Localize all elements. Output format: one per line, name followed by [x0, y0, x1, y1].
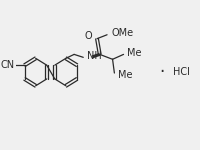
Text: Me: Me: [127, 48, 142, 58]
Text: O: O: [85, 31, 93, 41]
Text: ·: ·: [159, 63, 165, 81]
Text: OMe: OMe: [112, 28, 134, 38]
Text: NH: NH: [87, 51, 102, 61]
Text: HCl: HCl: [173, 67, 190, 77]
Text: CN: CN: [0, 60, 14, 70]
Text: Me: Me: [118, 70, 133, 80]
